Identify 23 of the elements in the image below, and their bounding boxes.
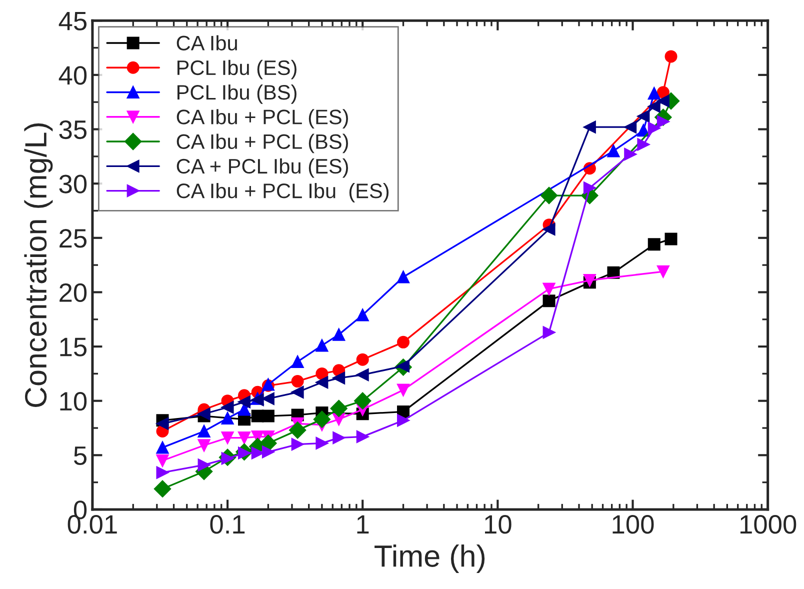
y-tick-label: 25: [60, 229, 86, 248]
legend-label: CA Ibu + PCL Ibu (ES): [176, 182, 389, 202]
y-tick-label: 15: [60, 338, 86, 356]
legend-label: CA Ibu: [176, 35, 237, 50]
y-tick-label: 20: [60, 283, 87, 302]
y-tick-label: 10: [60, 392, 87, 411]
y-axis-title: Concentration (mg/L): [24, 123, 53, 407]
legend-label: CA + PCL Ibu (ES): [176, 158, 348, 178]
x-tick-label: 1: [357, 515, 369, 534]
legend-label: PCL Ibu (BS): [178, 84, 296, 104]
y-tick-label: 35: [59, 120, 86, 140]
y-tick-label: 5: [74, 446, 86, 465]
x-tick-label: 10: [485, 515, 512, 534]
y-tick-label: 30: [59, 174, 87, 194]
legend-label: PCL Ibu (ES): [178, 60, 296, 80]
x-tick-label: 1000: [740, 515, 796, 534]
x-tick-label: 0.1: [210, 515, 245, 534]
legend-label: CA Ibu + PCL (BS): [176, 134, 348, 154]
x-tick-label: 100: [612, 515, 654, 534]
x-axis-title: Time (h): [374, 544, 485, 573]
y-tick-label: 45: [58, 12, 86, 30]
legend-label: CA Ibu + PCL (ES): [176, 109, 348, 128]
y-tick-label: 40: [58, 66, 87, 85]
